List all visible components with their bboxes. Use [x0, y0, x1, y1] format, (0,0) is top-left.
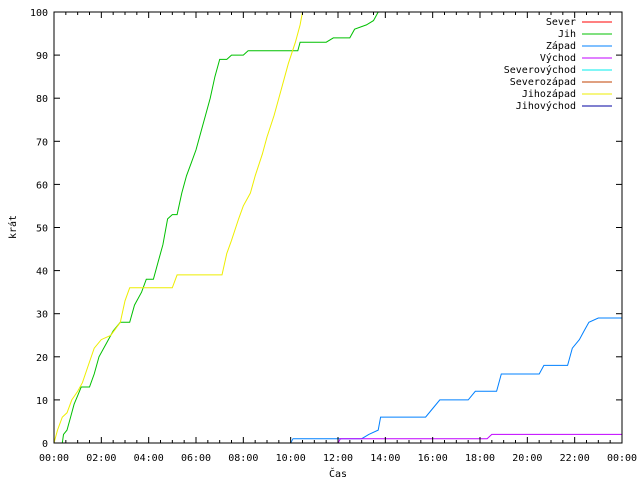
axis-layer: 00:00 02:00 04:00 06:00 08:00 10:00 12:00 14:00…	[30, 8, 637, 464]
legend-label: Sever	[546, 17, 576, 28]
series-line-1	[54, 11, 379, 444]
legend-label: Severozápad	[510, 76, 576, 88]
y-tick-label: 60	[36, 180, 48, 191]
y-tick-label: 50	[36, 224, 48, 235]
x-tick-label: 20:00	[512, 453, 542, 464]
y-axis-title: krát	[7, 215, 19, 239]
legend-label: Jihovýchod	[516, 100, 576, 112]
x-tick-label: 18:00	[465, 453, 495, 464]
y-tick-label: 100	[30, 8, 48, 19]
legend-label: Jih	[558, 29, 576, 40]
x-tick-label: 14:00	[370, 453, 400, 464]
legend-label: Východ	[540, 52, 576, 64]
y-tick-label: 30	[36, 310, 48, 321]
y-tick-label: 80	[36, 94, 48, 105]
y-tick-label: 90	[36, 51, 48, 62]
x-tick-label: 02:00	[86, 453, 116, 464]
x-axis-title: Čas	[329, 467, 347, 480]
legend-label: Jihozápad	[522, 88, 576, 100]
x-tick-label: 22:00	[560, 453, 590, 464]
x-tick-label: 00:00	[607, 453, 637, 464]
y-tick-label: 20	[36, 353, 48, 364]
series-layer	[53, 11, 622, 444]
legend: SeverJihZápadVýchodSeverovýchodSeverozáp…	[504, 17, 612, 112]
series-line-6	[53, 11, 303, 444]
x-tick-label: 12:00	[323, 453, 353, 464]
x-tick-label: 04:00	[134, 453, 164, 464]
y-tick-label: 40	[36, 267, 48, 278]
x-tick-label: 00:00	[39, 453, 69, 464]
y-tick-label: 0	[42, 439, 48, 450]
series-line-3	[337, 433, 622, 444]
x-tick-label: 16:00	[418, 453, 448, 464]
legend-label: Severovýchod	[504, 64, 576, 76]
x-tick-label: 10:00	[276, 453, 306, 464]
x-tick-label: 06:00	[181, 453, 211, 464]
y-tick-label: 10	[36, 396, 48, 407]
legend-label: Západ	[546, 40, 576, 52]
y-tick-label: 70	[36, 137, 48, 148]
x-tick-label: 08:00	[228, 453, 258, 464]
